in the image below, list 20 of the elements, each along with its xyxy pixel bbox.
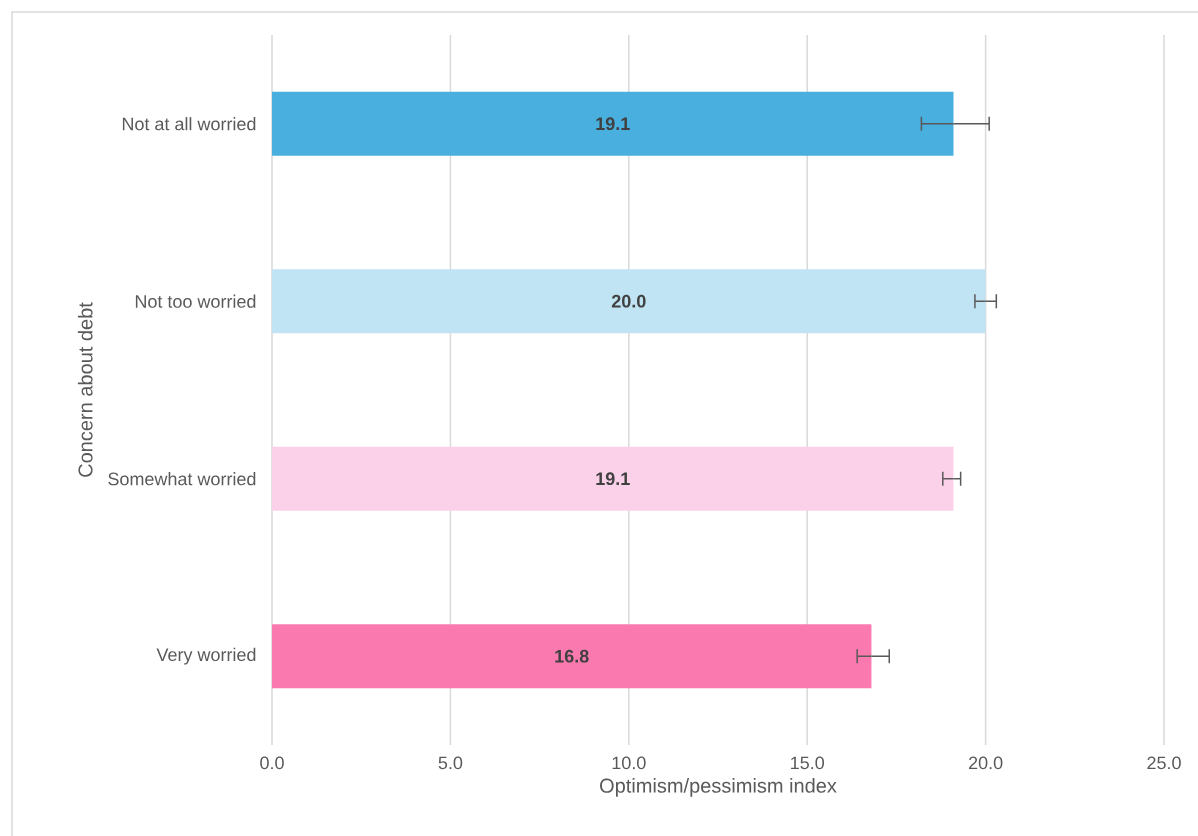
- y-tick-label: Not too worried: [135, 294, 256, 308]
- y-tick-label: Not at all worried: [122, 117, 256, 131]
- data-label: 19.1: [596, 117, 630, 131]
- y-axis-title: Concern about debt: [77, 302, 93, 477]
- x-tick-label: 0.0: [260, 756, 284, 770]
- data-label: 16.8: [555, 649, 589, 663]
- bar: [272, 446, 954, 511]
- y-tick-label: Very worried: [156, 647, 256, 665]
- x-tick-label: 25.0: [1147, 756, 1181, 770]
- data-label: 19.1: [596, 472, 630, 486]
- x-axis-title: Optimism/pessimism index: [600, 778, 837, 797]
- y-tick-label: Somewhat worried: [108, 472, 256, 486]
- x-tick-label: 20.0: [969, 756, 1003, 770]
- bar: [272, 624, 872, 689]
- bar: [272, 269, 986, 334]
- x-tick-label: 15.0: [791, 756, 825, 770]
- bar: [272, 91, 954, 156]
- x-tick-label: 5.0: [438, 756, 463, 770]
- data-label: 20.0: [611, 294, 646, 308]
- x-tick-label: 10.0: [612, 756, 646, 770]
